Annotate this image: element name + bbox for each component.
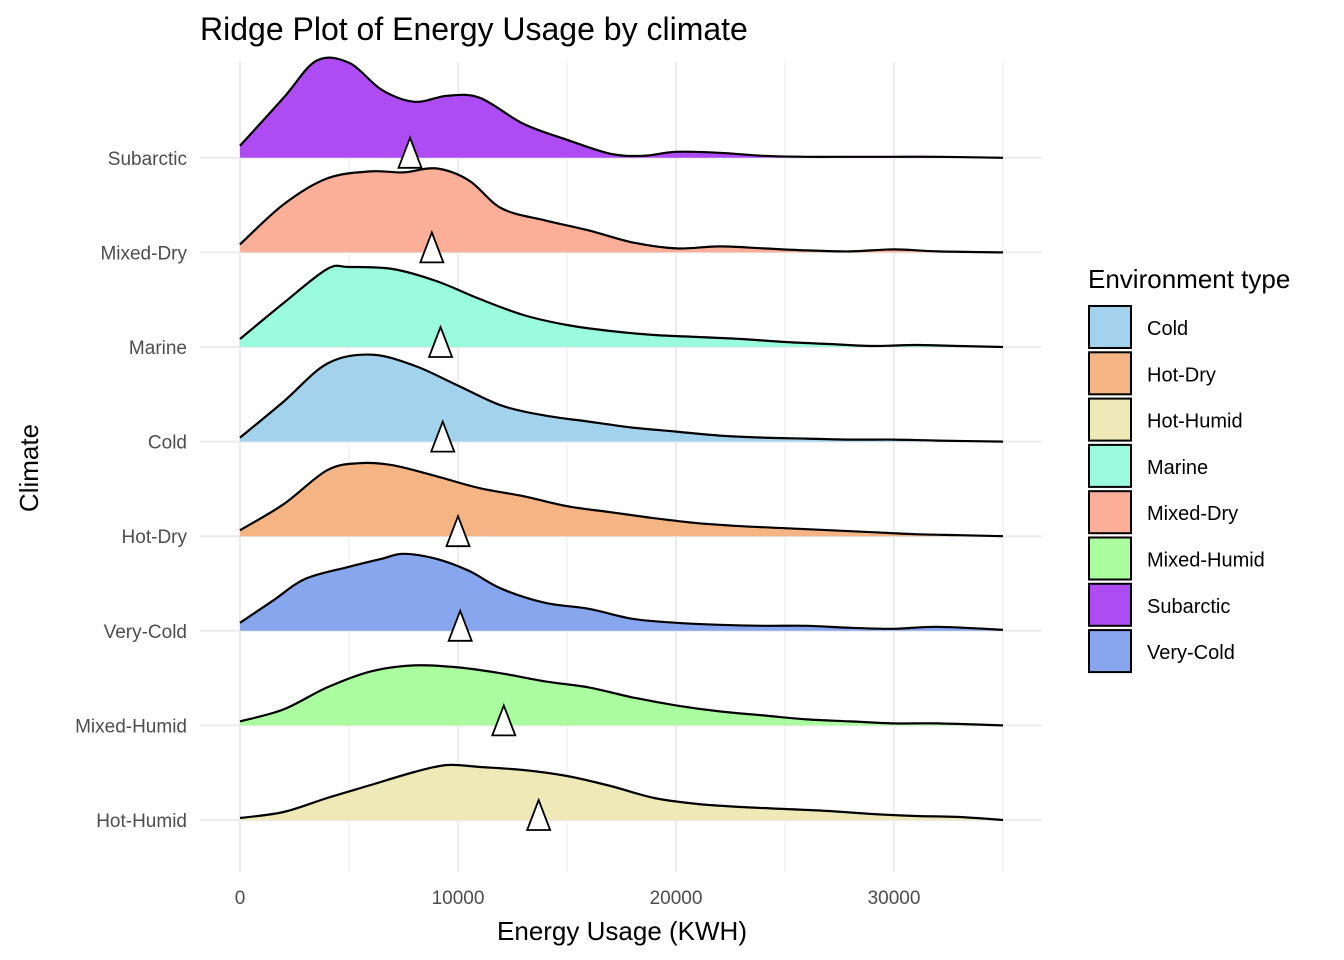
x-tick-label: 20000 xyxy=(650,888,703,909)
legend-label: Subarctic xyxy=(1147,596,1230,618)
legend-item-marine: Marine xyxy=(1088,443,1208,488)
mean-marker xyxy=(419,229,445,264)
legend-swatch xyxy=(1088,536,1132,581)
legend-label: Cold xyxy=(1147,318,1188,340)
legend-item-mixed-dry: Mixed-Dry xyxy=(1088,490,1238,535)
mean-marker xyxy=(490,702,517,737)
ridge-area xyxy=(240,168,1003,253)
y-tick-label: Hot-Humid xyxy=(96,811,187,832)
ridge-line xyxy=(239,461,1004,538)
legend-item-subarctic: Subarctic xyxy=(1088,582,1230,627)
ridge-line xyxy=(239,56,1004,159)
legend-swatch xyxy=(1088,443,1132,488)
ridge-hot-humid xyxy=(239,763,1004,831)
ridge-line xyxy=(239,353,1004,443)
ridge-marine xyxy=(239,264,1004,358)
legend: Environment type Cold Hot-Dry Hot-Humid Mar… xyxy=(1088,264,1290,674)
legend-label: Marine xyxy=(1147,457,1208,479)
legend-label: Very-Cold xyxy=(1147,642,1235,664)
ridge-very-cold xyxy=(239,552,1004,642)
ridge-line xyxy=(239,264,1004,349)
y-tick-label: Marine xyxy=(129,338,187,359)
legend-title: Environment type xyxy=(1088,264,1290,294)
ridge-area xyxy=(240,764,1003,820)
ridge-line xyxy=(239,552,1004,631)
legend-swatch xyxy=(1088,397,1132,442)
x-tick-label: 0 xyxy=(235,888,246,909)
ridge-hot-dry xyxy=(239,461,1004,548)
ridge-area xyxy=(240,57,1003,158)
ridge-area xyxy=(240,354,1003,442)
y-axis-title: Climate xyxy=(14,424,44,512)
chart-title: Ridge Plot of Energy Usage by climate xyxy=(200,11,748,47)
ridge-line xyxy=(239,763,1004,822)
legend-swatch xyxy=(1088,490,1132,535)
legend-label: Hot-Humid xyxy=(1147,411,1243,433)
ridge-area xyxy=(240,462,1003,537)
legend-swatch xyxy=(1088,629,1132,674)
ridge-area xyxy=(240,553,1003,631)
legend-swatch xyxy=(1088,305,1132,349)
legend-item-mixed-humid: Mixed-Humid xyxy=(1088,536,1265,581)
mean-marker xyxy=(429,419,456,453)
ridge-mixed-dry xyxy=(239,167,1004,264)
legend-label: Mixed-Dry xyxy=(1147,503,1238,525)
mean-marker xyxy=(525,797,552,831)
ridge-mixed-humid xyxy=(239,664,1004,737)
y-tick-label: Very-Cold xyxy=(104,622,187,643)
x-tick-labels: 0 10000 20000 30000 xyxy=(235,888,921,909)
legend-label: Hot-Dry xyxy=(1147,364,1216,386)
legend-item-very-cold: Very-Cold xyxy=(1088,629,1235,674)
legend-item-hot-humid: Hot-Humid xyxy=(1088,397,1243,442)
x-axis-title: Energy Usage (KWH) xyxy=(497,916,747,946)
y-tick-label: Mixed-Dry xyxy=(100,243,187,264)
x-tick-label: 30000 xyxy=(868,888,921,909)
legend-swatch xyxy=(1088,351,1132,396)
ridge-line xyxy=(239,167,1004,254)
y-tick-label: Hot-Dry xyxy=(122,527,188,548)
y-tick-label: Cold xyxy=(148,433,187,454)
ridge-line xyxy=(239,664,1004,727)
y-tick-labels: Hot-Humid Mixed-Humid Very-Cold Hot-Dry Cold… xyxy=(75,149,187,832)
x-tick-label: 10000 xyxy=(432,888,485,909)
legend-item-cold: Cold xyxy=(1088,305,1188,349)
ridges xyxy=(239,56,1004,831)
y-tick-label: Mixed-Humid xyxy=(75,716,187,737)
mean-marker xyxy=(427,324,454,358)
ridge-area xyxy=(240,265,1003,347)
legend-item-hot-dry: Hot-Dry xyxy=(1088,351,1216,396)
ridge-subarctic xyxy=(239,56,1004,169)
mean-marker xyxy=(397,135,423,169)
mean-marker xyxy=(447,608,473,642)
mean-marker xyxy=(445,513,471,548)
legend-label: Mixed-Humid xyxy=(1147,550,1265,572)
y-tick-label: Subarctic xyxy=(108,149,187,170)
ridge-cold xyxy=(239,353,1004,453)
legend-swatch xyxy=(1088,582,1132,627)
